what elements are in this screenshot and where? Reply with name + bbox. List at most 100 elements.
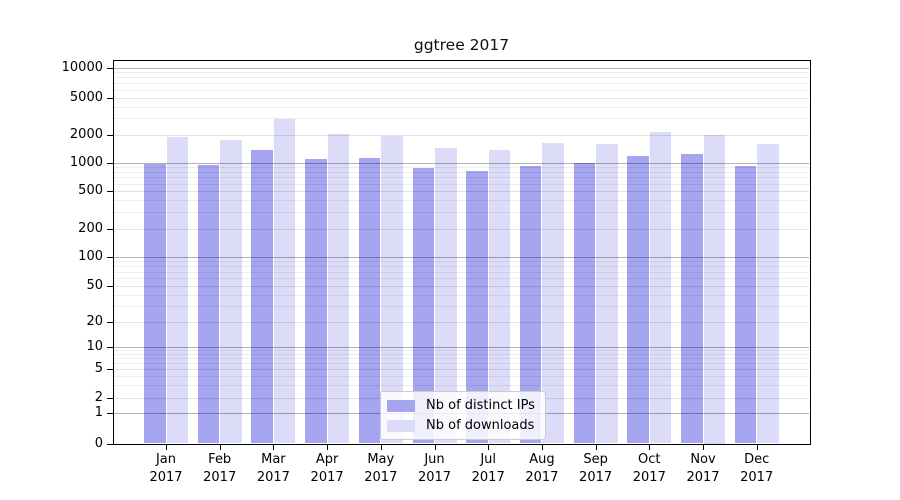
gridline-minor-6 (114, 363, 809, 365)
x-tick-mark-jun-2017 (434, 444, 436, 450)
x-label-month: Jun (424, 452, 445, 467)
gridline-5000 (114, 97, 809, 99)
y-tick-mark-2000 (107, 134, 113, 136)
bar-nb-of-distinct-ips-apr-2017 (305, 159, 327, 444)
y-tick-mark-10000 (107, 68, 113, 69)
gridline-minor-7 (114, 358, 809, 360)
gridline-minor-300 (114, 212, 809, 214)
bar-nb-of-distinct-ips-dec-2017 (734, 165, 757, 444)
y-tick-label-100: 100 (78, 249, 103, 264)
gridline-minor-700 (114, 177, 809, 179)
y-tick-label-10: 10 (86, 338, 103, 354)
bar-nb-of-distinct-ips-sep-2017 (573, 163, 596, 444)
gridline-minor-3000 (114, 118, 809, 120)
x-tick-mark-jan-2017 (166, 444, 167, 450)
gridline-minor-30 (114, 305, 809, 307)
legend-label-distinct-ips: Nb of distinct IPs (426, 398, 535, 413)
x-tick-label-aug-2017: Aug 2017 (514, 451, 570, 486)
bar-nb-of-distinct-ips-jul-2017 (466, 171, 488, 444)
y-tick-label-500: 500 (78, 183, 103, 198)
x-tick-label-mar-2017: Mar 2017 (245, 451, 301, 486)
bar-nb-of-downloads-feb-2017 (220, 139, 242, 444)
y-tick-mark-100 (107, 257, 113, 258)
x-tick-mark-sep-2017 (595, 444, 597, 450)
x-label-year: 2017 (417, 469, 452, 485)
y-tick-label-5: 5 (94, 361, 103, 376)
bar-nb-of-downloads-sep-2017 (596, 143, 618, 444)
y-tick-mark-1000 (107, 162, 113, 164)
x-label-year: 2017 (149, 469, 183, 485)
x-tick-mark-may-2017 (380, 444, 382, 450)
x-label-month: Mar (261, 452, 286, 467)
gridline-1000 (114, 162, 809, 164)
x-label-month: Aug (529, 452, 555, 467)
y-tick-mark-20 (107, 321, 113, 323)
x-label-year: 2017 (525, 469, 559, 485)
y-tick-mark-200 (107, 229, 113, 230)
gridline-10 (114, 346, 809, 348)
bar-nb-of-downloads-nov-2017 (703, 134, 725, 444)
gridline-20 (114, 321, 809, 323)
x-label-month: Feb (208, 452, 232, 467)
y-tick-label-1: 1 (94, 405, 103, 420)
gridline-minor-9 (114, 349, 809, 351)
y-tick-label-200: 200 (78, 221, 103, 236)
gridline-minor-900 (114, 167, 809, 168)
x-label-month: Oct (638, 452, 661, 467)
gridline-minor-8000 (114, 77, 809, 79)
legend-swatch-distinct-ips (387, 399, 415, 412)
bar-nb-of-downloads-oct-2017 (649, 131, 672, 444)
x-tick-mark-feb-2017 (219, 444, 221, 450)
gridline-5 (114, 369, 809, 370)
bar-nb-of-distinct-ips-jan-2017 (144, 164, 166, 444)
bar-nb-of-downloads-jan-2017 (166, 137, 188, 444)
bar-nb-of-distinct-ips-mar-2017 (251, 150, 273, 444)
x-tick-mark-nov-2017 (703, 444, 704, 450)
gridline-minor-3 (114, 385, 809, 387)
gridline-10000 (114, 68, 809, 69)
y-tick-label-0: 0 (94, 436, 103, 451)
gridline-minor-9000 (114, 72, 809, 74)
y-tick-label-5000: 5000 (69, 89, 103, 105)
x-label-month: Sep (583, 452, 608, 467)
gridline-minor-600 (114, 183, 809, 185)
y-tick-mark-2 (107, 398, 113, 399)
x-tick-label-dec-2017: Dec 2017 (729, 451, 785, 486)
y-tick-label-1000: 1000 (69, 154, 103, 170)
x-label-year: 2017 (686, 469, 720, 485)
bar-nb-of-distinct-ips-jun-2017 (412, 167, 434, 444)
y-tick-mark-50 (107, 286, 113, 287)
gridline-minor-70 (114, 271, 809, 273)
gridline-minor-40 (114, 294, 809, 296)
bar-nb-of-downloads-apr-2017 (327, 134, 350, 444)
gridline-minor-7000 (114, 83, 809, 85)
x-tick-mark-aug-2017 (541, 444, 543, 450)
gridline-minor-8 (114, 353, 809, 355)
gridline-minor-800 (114, 171, 809, 173)
x-label-year: 2017 (632, 469, 666, 485)
x-label-month: Dec (744, 452, 770, 467)
x-label-year: 2017 (471, 469, 505, 485)
x-tick-mark-mar-2017 (273, 444, 275, 450)
gridline-200 (114, 229, 809, 230)
x-tick-label-jun-2017: Jun 2017 (407, 451, 463, 486)
x-tick-label-nov-2017: Nov 2017 (675, 451, 731, 486)
y-tick-mark-10 (107, 346, 113, 348)
gridline-minor-6000 (114, 89, 809, 91)
x-label-year: 2017 (256, 469, 290, 485)
gridline-minor-4000 (114, 106, 809, 108)
x-label-year: 2017 (310, 469, 344, 485)
gridline-2000 (114, 134, 809, 136)
gridline-50 (114, 286, 809, 287)
legend: Nb of distinct IPs Nb of downloads (380, 391, 546, 440)
bar-nb-of-downloads-may-2017 (381, 136, 403, 444)
x-label-month: Apr (315, 452, 339, 467)
x-tick-mark-jul-2017 (488, 444, 490, 450)
y-tick-label-2: 2 (94, 390, 103, 405)
legend-swatch-downloads (387, 419, 415, 432)
x-label-month: May (367, 452, 395, 467)
x-tick-mark-oct-2017 (649, 444, 651, 450)
x-label-year: 2017 (740, 469, 774, 485)
